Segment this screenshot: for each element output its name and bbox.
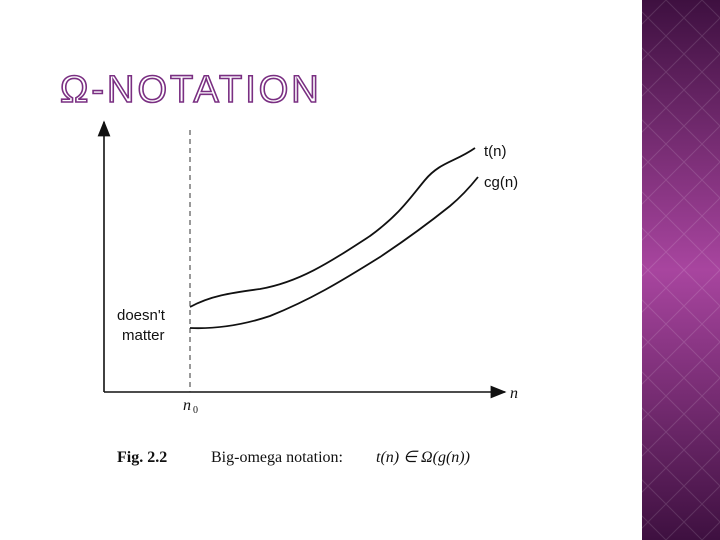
curve-label: t(n) xyxy=(484,143,507,160)
curve-label: cg(n) xyxy=(484,174,518,191)
side-pattern xyxy=(642,0,720,540)
region-label: doesn't xyxy=(117,307,166,324)
threshold-label: n xyxy=(183,397,191,414)
curve-cg xyxy=(189,176,479,330)
caption-fig: Fig. 2.2 xyxy=(117,449,167,466)
slide-title: Ω-NOTATION xyxy=(60,69,322,111)
x-axis-label: n xyxy=(510,385,518,402)
caption-formula: t(n) ∈ Ω(g(n)) xyxy=(376,449,470,466)
caption-text: Big-omega notation: xyxy=(211,449,343,466)
curve-t xyxy=(189,147,476,308)
region-label: matter xyxy=(122,327,165,344)
threshold-subscript: 0 xyxy=(193,405,198,416)
